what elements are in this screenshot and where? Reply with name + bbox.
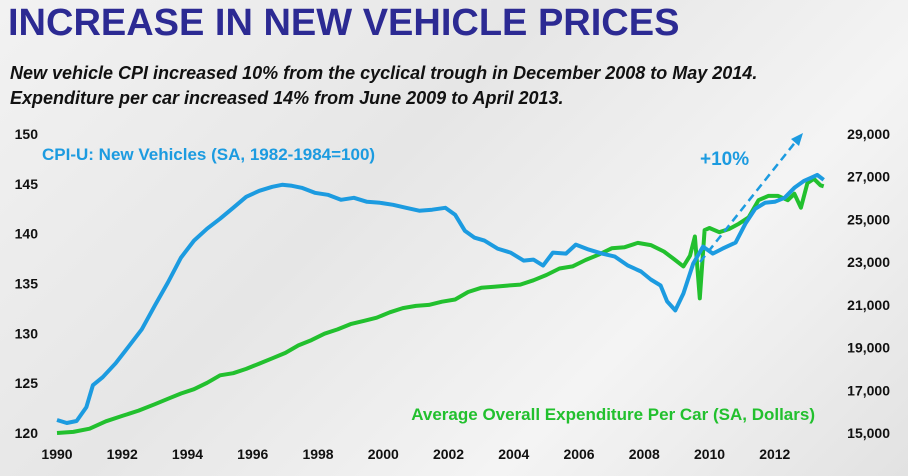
x-tick-label: 2012 xyxy=(759,446,790,462)
x-tick-label: 1994 xyxy=(172,446,203,462)
page-title: INCREASE IN NEW VEHICLE PRICES xyxy=(8,2,680,44)
x-tick-label: 2004 xyxy=(498,446,529,462)
right-tick-label: 17,000 xyxy=(847,382,890,398)
left-tick-label: 130 xyxy=(15,325,39,341)
subtitle-line-2: Expenditure per car increased 14% from J… xyxy=(10,88,564,108)
left-axis-ticks: 120 125 130 135 140 145 150 xyxy=(15,126,39,441)
expenditure-line xyxy=(56,176,825,435)
x-tick-label: 2010 xyxy=(694,446,725,462)
x-tick-label: 1998 xyxy=(302,446,333,462)
cpi-line xyxy=(56,172,825,425)
trend-annotation: +10% xyxy=(700,149,749,170)
left-tick-label: 120 xyxy=(15,425,39,441)
right-axis-ticks: 15,000 17,000 19,000 21,000 23,000 25,000 27,0… xyxy=(847,126,890,441)
x-tick-label: 2002 xyxy=(433,446,464,462)
right-tick-label: 23,000 xyxy=(847,254,890,270)
x-tick-label: 2008 xyxy=(629,446,660,462)
right-tick-label: 15,000 xyxy=(847,425,890,441)
right-tick-label: 19,000 xyxy=(847,340,890,356)
x-tick-label: 2006 xyxy=(563,446,594,462)
x-tick-label: 1990 xyxy=(41,446,72,462)
x-axis-ticks: 1990 1992 1994 1996 1998 2000 2002 2004 2006 2008… xyxy=(41,446,790,462)
trend-arrow-head xyxy=(791,133,803,146)
right-tick-label: 27,000 xyxy=(847,169,890,185)
series-layer xyxy=(56,172,825,435)
expenditure-series-label: Average Overall Expenditure Per Car (SA,… xyxy=(411,405,815,424)
left-tick-label: 140 xyxy=(15,226,39,242)
subtitle-line-1: New vehicle CPI increased 10% from the c… xyxy=(10,63,758,83)
right-tick-label: 29,000 xyxy=(847,126,890,142)
x-tick-label: 1992 xyxy=(107,446,138,462)
left-tick-label: 145 xyxy=(15,176,39,192)
right-tick-label: 25,000 xyxy=(847,211,890,227)
left-tick-label: 135 xyxy=(15,276,39,292)
left-tick-label: 125 xyxy=(15,375,39,391)
left-tick-label: 150 xyxy=(15,126,39,142)
right-tick-label: 21,000 xyxy=(847,297,890,313)
cpi-series-label: CPI-U: New Vehicles (SA, 1982-1984=100) xyxy=(42,145,375,164)
x-tick-label: 1996 xyxy=(237,446,268,462)
x-tick-label: 2000 xyxy=(368,446,399,462)
